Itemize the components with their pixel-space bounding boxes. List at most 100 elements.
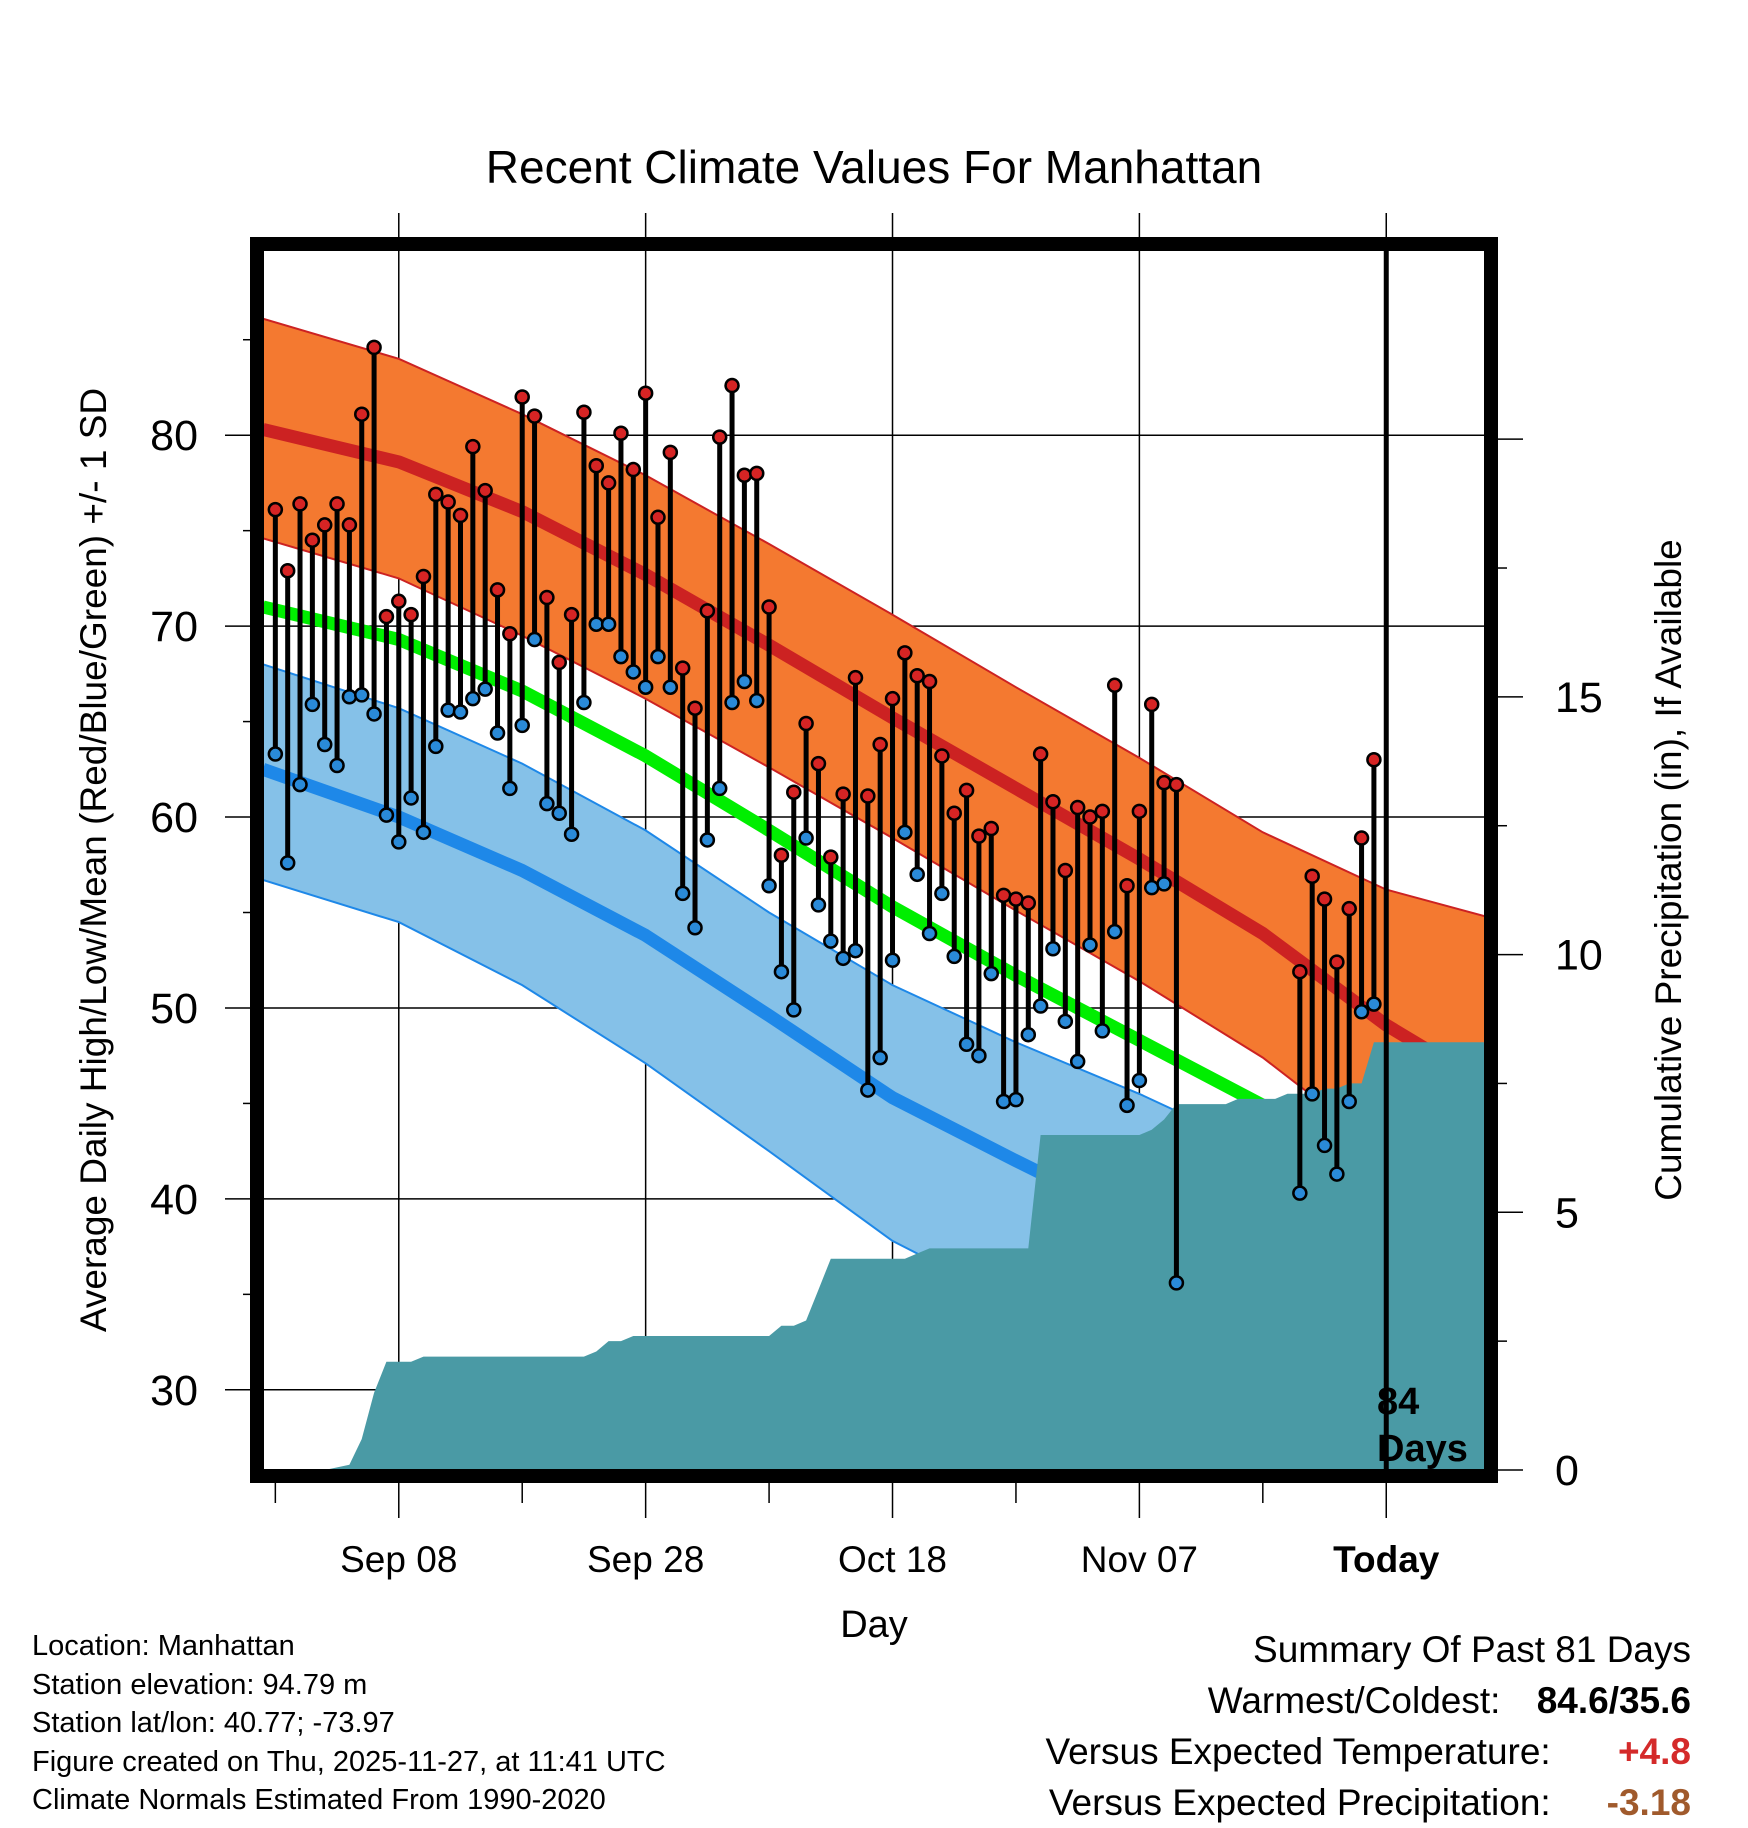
daily-high-point: [1119, 878, 1135, 894]
x-tick-label: Today: [1333, 1539, 1440, 1580]
days-annotation-number: 84: [1377, 1381, 1419, 1423]
daily-low-point: [526, 631, 543, 648]
daily-low-point: [1057, 1013, 1074, 1030]
daily-low-point: [1316, 1137, 1333, 1154]
daily-high-point: [1057, 862, 1074, 879]
daily-low-point: [872, 1049, 888, 1066]
elevation-text: Station elevation: 94.79 m: [32, 1668, 368, 1701]
daily-high-point: [279, 563, 296, 579]
summary-warmest-row: Warmest/Coldest: 84.6/35.6: [1045, 1675, 1691, 1726]
daily-low-point: [1143, 879, 1160, 896]
daily-high-point: [1366, 752, 1382, 768]
daily-low-point: [403, 790, 419, 806]
daily-high-point: [551, 654, 567, 671]
daily-low-point: [1329, 1166, 1345, 1182]
y2-tick-label: 15: [1555, 674, 1603, 722]
daily-high-point: [934, 748, 950, 764]
daily-high-point: [292, 496, 308, 512]
daily-high-point: [662, 444, 679, 461]
daily-high-point: [1329, 954, 1345, 970]
precip-vs-expected-label: Versus Expected Precipitation:: [1048, 1782, 1551, 1823]
daily-high-point: [995, 887, 1012, 904]
daily-low-point: [1020, 1026, 1037, 1043]
daily-low-point: [329, 757, 345, 774]
cumulative-precip-area: [263, 1042, 1485, 1470]
daily-high-point: [1094, 803, 1111, 820]
x-tick-label: Nov 07: [1081, 1539, 1198, 1580]
y2-tick-label: 10: [1555, 932, 1603, 980]
daily-low-point: [625, 664, 642, 680]
daily-low-point: [304, 696, 321, 713]
daily-high-point: [847, 669, 864, 686]
daily-high-point: [489, 582, 506, 598]
created-text: Figure created on Thu, 2025-11-27, at 11…: [32, 1745, 666, 1778]
daily-low-point: [428, 738, 444, 755]
daily-high-point: [403, 606, 419, 623]
warmest-value: 84.6/35.6: [1536, 1680, 1691, 1721]
daily-high-point: [773, 847, 790, 863]
daily-high-point: [415, 568, 432, 585]
daily-high-point: [674, 660, 691, 676]
y2-tick-label: 0: [1555, 1447, 1579, 1495]
daily-high-point: [1082, 809, 1098, 825]
daily-low-point: [897, 824, 913, 841]
daily-low-point: [551, 805, 567, 821]
daily-high-point: [391, 593, 407, 610]
daily-high-point: [1045, 794, 1061, 810]
daily-high-point: [1069, 799, 1086, 816]
daily-high-point: [810, 755, 827, 772]
daily-low-point: [995, 1093, 1012, 1110]
daily-low-point: [884, 952, 901, 968]
daily-high-point: [798, 715, 814, 732]
daily-low-point: [909, 866, 925, 883]
daily-low-point: [489, 725, 506, 741]
daily-high-point: [1143, 696, 1160, 713]
daily-high-point: [711, 429, 728, 445]
summary-panel: Summary Of Past 81 Days Warmest/Coldest:…: [1045, 1624, 1691, 1828]
y-tick-label: 40: [150, 1176, 198, 1224]
daily-low-point: [711, 780, 728, 797]
summary-temp-row: Versus Expected Temperature: +4.8: [1045, 1726, 1691, 1777]
daily-low-point: [983, 965, 1000, 982]
y2-axis-label: Cumulative Precipitation (in), If Availa…: [1648, 539, 1689, 1201]
daily-low-point: [650, 648, 666, 665]
daily-high-point: [971, 828, 987, 844]
daily-low-point: [786, 1002, 802, 1018]
daily-high-point: [1316, 891, 1333, 907]
daily-high-point: [946, 805, 962, 821]
daily-high-point: [736, 467, 753, 484]
daily-low-point: [1292, 1185, 1308, 1201]
daily-low-point: [1094, 1023, 1111, 1039]
daily-low-point: [687, 920, 703, 936]
daily-low-point: [1353, 1004, 1370, 1020]
high-band-upper-edge: [263, 317, 1485, 918]
daily-low-point: [391, 834, 407, 850]
y-tick-label: 30: [150, 1367, 198, 1415]
daily-high-point: [316, 517, 333, 533]
daily-low-point: [613, 648, 629, 665]
daily-low-point: [823, 933, 839, 949]
daily-high-point: [884, 690, 901, 707]
daily-low-point: [971, 1047, 987, 1064]
precip-vs-expected-value: -3.18: [1606, 1782, 1691, 1823]
daily-low-point: [292, 776, 308, 793]
daily-high-point: [613, 425, 629, 442]
daily-low-point: [1032, 998, 1049, 1014]
daily-high-point: [921, 673, 938, 690]
daily-low-point: [477, 681, 493, 697]
daily-high-point: [465, 438, 481, 455]
daily-low-point: [1082, 937, 1098, 953]
y-axis-label: Average Daily High/Low/Mean (Red/Blue/Gr…: [73, 388, 114, 1332]
y-tick-label: 60: [150, 794, 198, 842]
daily-high-point: [748, 465, 765, 482]
daily-low-point: [378, 807, 395, 823]
daily-low-point: [279, 855, 296, 871]
daily-high-point: [539, 589, 555, 606]
summary-title: Summary Of Past 81 Days: [1253, 1629, 1691, 1670]
station-info: Location: Manhattan Station elevation: 9…: [32, 1627, 666, 1820]
daily-high-point: [823, 849, 839, 865]
daily-high-point: [378, 608, 395, 625]
daily-low-point: [736, 673, 753, 690]
daily-low-point: [699, 832, 716, 848]
